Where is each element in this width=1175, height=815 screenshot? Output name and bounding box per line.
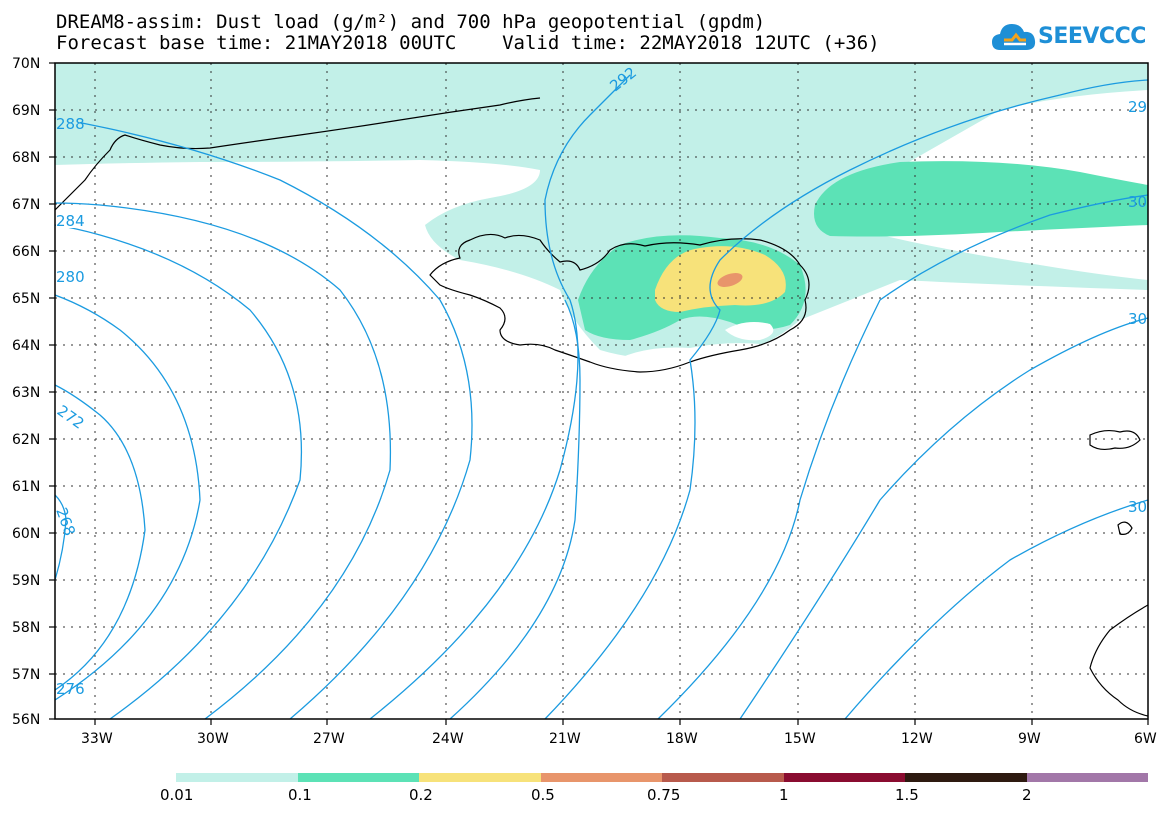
contour-308 (844, 499, 1148, 719)
contour-288 (55, 117, 473, 719)
legend-label: 2 (1022, 786, 1032, 804)
legend-label: 0.5 (531, 786, 555, 804)
cloud-icon (992, 24, 1036, 50)
contour-label-304: 304 (1128, 310, 1157, 328)
latitude-labels: 70N 69N 68N 67N 66N 65N 64N 63N 62N 61N … (12, 56, 40, 728)
legend-label: 0.1 (288, 786, 312, 804)
contour-272 (55, 384, 146, 691)
legend-label: 0.75 (647, 786, 681, 804)
map-field: 288 284 280 272 268 276 292 296 300 304 … (52, 63, 1157, 719)
contour-label-268: 268 (52, 505, 79, 538)
legend-swatch-2 (419, 773, 541, 782)
lat-label: 58N (12, 620, 40, 636)
legend-swatch-7 (1027, 773, 1148, 782)
coast-greenland (55, 97, 541, 211)
geopotential-contours (55, 74, 1148, 719)
lat-label: 60N (12, 526, 40, 542)
dust-gap-center (725, 322, 774, 341)
contour-296 (449, 299, 581, 719)
dust-area-mid-east (814, 161, 1148, 237)
legend-swatch-0 (176, 773, 298, 782)
lon-label: 6W (1134, 731, 1157, 747)
lat-label: 67N (12, 197, 40, 213)
contour-label-308: 308 (1128, 498, 1157, 516)
lat-label: 57N (12, 667, 40, 683)
lat-label: 61N (12, 479, 40, 495)
coast-shetland (1117, 521, 1133, 535)
contour-label-296: 296 (1128, 98, 1157, 116)
contour-268 (55, 494, 67, 581)
contour-label-276: 276 (56, 680, 85, 698)
legend-label: 1.5 (895, 786, 919, 804)
lat-label: 70N (12, 56, 40, 72)
contour-label-272: 272 (54, 402, 88, 433)
lon-label: 30W (197, 731, 229, 747)
lat-label: 66N (12, 244, 40, 260)
contour-284 (55, 202, 392, 719)
lon-label: 27W (313, 731, 345, 747)
coastlines (55, 97, 1148, 717)
legend-swatch-4 (662, 773, 784, 782)
contour-306 (739, 317, 1148, 719)
legend-label: 0.2 (409, 786, 433, 804)
logo-wordmark: SEEVCCC (1038, 24, 1146, 49)
longitude-labels: 33W 30W 27W 24W 21W 18W 15W 12W 9W 6W (81, 731, 1157, 747)
dust-area-low-north (55, 63, 1148, 361)
lat-label: 69N (12, 103, 40, 119)
contour-label-300: 300 (1128, 193, 1157, 211)
map-frame (54, 62, 1149, 720)
lat-label: 64N (12, 338, 40, 354)
lon-label: 9W (1018, 731, 1041, 747)
lat-label: 56N (12, 712, 40, 728)
contour-label-288: 288 (56, 115, 85, 133)
lon-label: 33W (81, 731, 113, 747)
lat-label: 59N (12, 573, 40, 589)
contour-276 (55, 294, 201, 701)
contour-280 (55, 224, 303, 719)
contour-label-284: 284 (56, 212, 85, 230)
lon-label: 15W (784, 731, 816, 747)
legend-swatch-6 (905, 773, 1027, 782)
legend-swatch-5 (784, 773, 905, 782)
coast-faroe (1089, 429, 1141, 451)
legend-colorbar (176, 773, 1148, 782)
contour-292 (369, 74, 631, 719)
lon-label: 21W (549, 731, 581, 747)
lat-label: 65N (12, 291, 40, 307)
lon-label: 18W (666, 731, 698, 747)
lat-label: 63N (12, 385, 40, 401)
legend-label: 1 (779, 786, 789, 804)
lon-label: 12W (901, 731, 933, 747)
axis-ticks (49, 62, 1149, 725)
legend-label: 0.01 (160, 786, 194, 804)
coast-iceland (429, 233, 810, 373)
contour-label-280: 280 (56, 268, 85, 286)
coast-scotland (1089, 604, 1148, 717)
contour-300 (544, 79, 1148, 719)
legend-swatch-3 (541, 773, 662, 782)
seevccc-logo: SEEVCCC (990, 18, 1165, 58)
legend-swatch-1 (298, 773, 419, 782)
map-title: DREAM8-assim: Dust load (g/m²) and 700 h… (56, 11, 766, 33)
dust-area-peak (717, 273, 743, 287)
contour-304 (657, 194, 1148, 719)
forecast-time-line: Forecast base time: 21MAY2018 00UTC Vali… (56, 32, 880, 54)
lat-label: 68N (12, 150, 40, 166)
graticule (55, 63, 1148, 719)
lon-label: 24W (432, 731, 464, 747)
lat-label: 62N (12, 432, 40, 448)
